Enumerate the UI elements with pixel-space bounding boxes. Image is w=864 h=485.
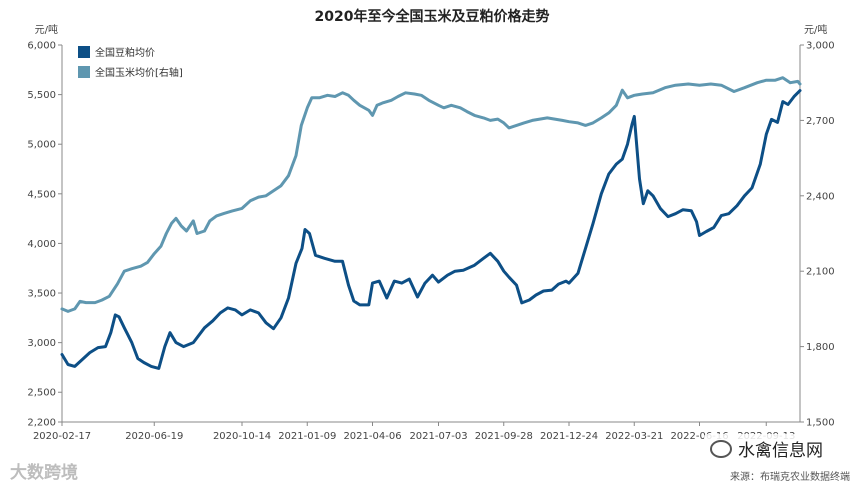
x-tick-label: 2020-10-14 — [213, 431, 271, 442]
right-tick-label: 3,000 — [806, 41, 835, 52]
left-tick-label: 3,500 — [27, 289, 56, 300]
left-tick-label: 5,500 — [27, 90, 56, 101]
right-axis-unit: 元/吨 — [804, 23, 827, 36]
x-tick-label: 2021-09-28 — [475, 431, 533, 442]
x-tick-label: 2021-12-24 — [540, 431, 598, 442]
watermark-right: 水禽信息网 — [704, 434, 829, 463]
series-lines — [60, 76, 802, 370]
series-line-soymeal — [60, 89, 802, 370]
x-tick-label: 2020-02-17 — [33, 431, 91, 442]
wechat-icon — [710, 439, 732, 458]
left-tick-label: 2,200 — [27, 418, 56, 429]
left-tick-label: 4,500 — [27, 189, 56, 200]
left-tick-label: 4,000 — [27, 239, 56, 250]
left-tick-label: 5,000 — [27, 140, 56, 151]
legend-swatch-corn — [78, 66, 90, 78]
watermark-right-label: 水禽信息网 — [738, 441, 823, 461]
left-tick-label: 6,000 — [27, 41, 56, 52]
chart-title: 2020年至今全国玉米及豆粕价格走势 — [314, 9, 550, 25]
left-tick-label: 2,500 — [27, 388, 56, 399]
left-axis-unit: 元/吨 — [35, 23, 58, 36]
axes-group: 元/吨 元/吨 2,200 2,500 3,000 3,500 4,000 4,500 5,00… — [27, 23, 834, 442]
right-tick-label: 2,100 — [806, 267, 835, 278]
source-note: 来源：布瑞克农业数据终端 — [730, 472, 850, 483]
x-tick-label: 2022-06-16 — [670, 431, 728, 442]
right-tick-label: 2,400 — [806, 191, 835, 202]
x-tick-label: 2021-07-03 — [409, 431, 467, 442]
left-tick-label: 3,000 — [27, 338, 56, 349]
x-tick-label: 2021-04-06 — [343, 431, 401, 442]
right-tick-label: 1,800 — [806, 342, 835, 353]
legend-swatch-soymeal — [78, 46, 90, 58]
legend-label-soymeal: 全国豆粕均价 — [95, 46, 155, 59]
right-tick-label: 1,500 — [806, 418, 835, 429]
right-tick-label: 2,700 — [806, 116, 835, 127]
watermark-left: 大数跨境 — [10, 463, 78, 483]
x-tick-label: 2021-01-09 — [278, 431, 336, 442]
x-tick-label: 2022-03-21 — [605, 431, 663, 442]
legend-label-corn: 全国玉米均价[右轴] — [95, 66, 183, 79]
series-line-corn — [60, 76, 802, 313]
x-tick-label: 2020-06-19 — [125, 431, 183, 442]
